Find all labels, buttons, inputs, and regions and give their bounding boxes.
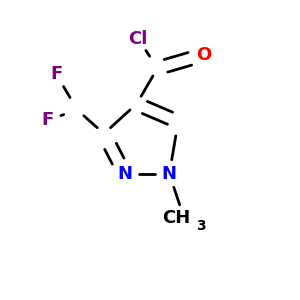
Text: N: N xyxy=(117,165,132,183)
Text: F: F xyxy=(41,111,54,129)
Text: N: N xyxy=(162,165,177,183)
Text: O: O xyxy=(196,46,211,64)
Text: F: F xyxy=(50,65,62,83)
Text: 3: 3 xyxy=(196,219,206,233)
Text: CH: CH xyxy=(163,209,191,227)
Text: Cl: Cl xyxy=(128,29,148,47)
